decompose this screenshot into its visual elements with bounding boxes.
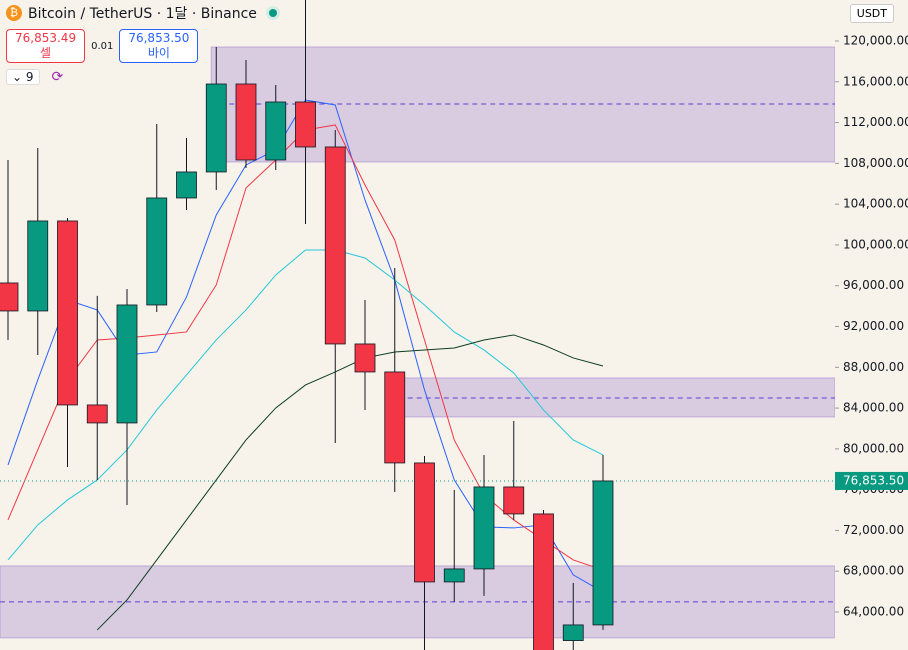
candle-body: [57, 220, 78, 406]
indicator-toggle[interactable]: ⌄ 9: [6, 69, 40, 85]
y-tick-label: 100,000.00: [843, 237, 908, 251]
candle-body: [205, 83, 227, 173]
candle-body: [27, 220, 49, 312]
candle-body: [592, 480, 614, 626]
candle-body: [176, 171, 197, 199]
y-tick-label: 64,000.00: [843, 605, 904, 619]
sell-price: 76,853.49: [15, 31, 77, 45]
price-tag-label: 76,853.50: [843, 473, 904, 487]
buy-button[interactable]: 76,853.50 바이: [119, 29, 199, 63]
candle-body: [443, 568, 465, 583]
y-tick-label: 108,000.00: [843, 156, 908, 170]
coin-icon: ₿: [6, 5, 22, 21]
y-tick-label: 112,000.00: [843, 115, 908, 129]
y-tick-label: 116,000.00: [843, 74, 908, 88]
price-axis: [835, 0, 908, 650]
header: ₿ Bitcoin / TetherUS · 1달 · Binance 76,8…: [6, 3, 277, 85]
candle-body: [265, 101, 287, 161]
sync-icon[interactable]: ⟳: [51, 69, 64, 85]
candle-body: [324, 146, 346, 345]
candle-body: [295, 101, 316, 148]
y-tick-label: 96,000.00: [843, 278, 904, 292]
y-tick-label: 104,000.00: [843, 197, 908, 211]
plot-area: [0, 0, 835, 650]
symbol-title[interactable]: Bitcoin / TetherUS · 1달 · Binance: [28, 6, 257, 22]
candle-body: [503, 486, 525, 515]
candle-body: [473, 486, 495, 570]
y-tick-label: 80,000.00: [843, 441, 904, 455]
candle-body: [384, 371, 406, 464]
candle-body: [533, 513, 554, 650]
sell-label: 셀: [40, 46, 52, 60]
y-tick-label: 72,000.00: [843, 523, 904, 537]
indicator-count: 9: [25, 70, 34, 84]
buy-label: 바이: [147, 46, 170, 60]
candle-body: [235, 83, 257, 161]
spread: 0.01: [91, 40, 114, 52]
moving-average: [96, 334, 604, 631]
y-tick-label: 84,000.00: [843, 401, 904, 415]
price-tag: [835, 471, 908, 490]
candle-body: [86, 404, 108, 424]
candle-body: [0, 282, 19, 312]
candle-body: [354, 343, 376, 373]
candle-body: [562, 624, 584, 641]
candle-body: [146, 197, 168, 306]
y-tick-label: 120,000.00: [843, 33, 908, 47]
y-tick-label: 92,000.00: [843, 319, 904, 333]
y-tick-label: 88,000.00: [843, 360, 904, 374]
status-dot: [268, 9, 277, 17]
moving-average: [7, 249, 604, 561]
y-tick-label: 68,000.00: [843, 564, 904, 578]
currency-selector[interactable]: USDT: [849, 4, 894, 23]
candle-body: [116, 304, 138, 424]
sell-button[interactable]: 76,853.49 셀: [6, 29, 86, 63]
buy-price: 76,853.50: [128, 31, 190, 45]
candle-body: [414, 462, 435, 583]
